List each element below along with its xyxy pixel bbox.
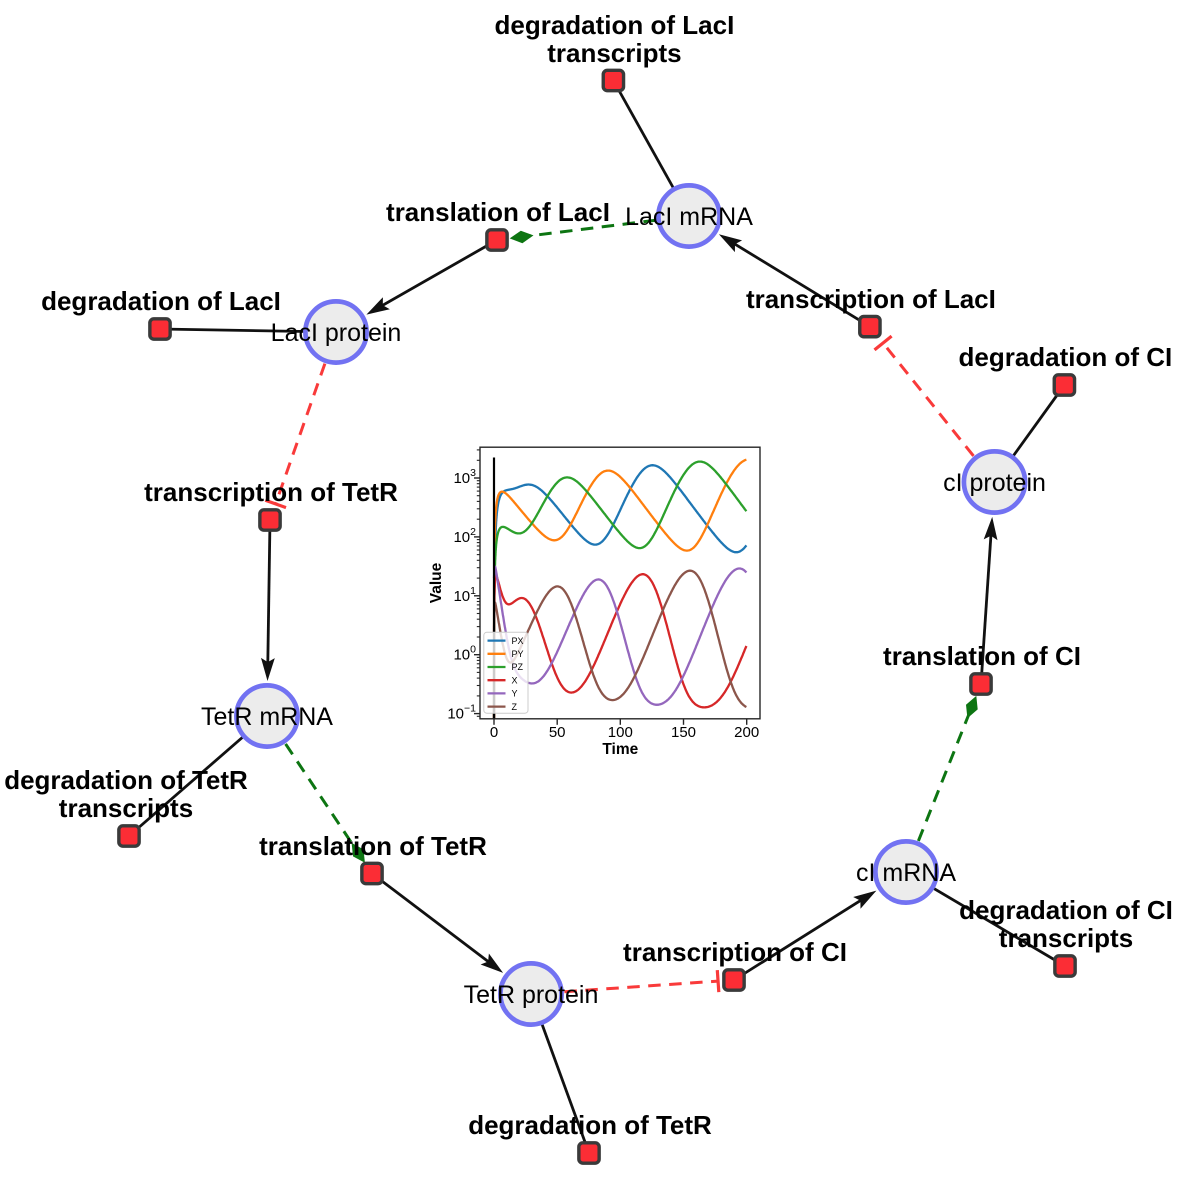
svg-text:translation of TetR: translation of TetR — [259, 831, 487, 861]
svg-text:TetR mRNA: TetR mRNA — [201, 703, 333, 731]
svg-text:Y: Y — [512, 689, 518, 699]
svg-text:PZ: PZ — [512, 662, 524, 672]
svg-text:degradation of LacI: degradation of LacI — [41, 286, 281, 316]
svg-text:degradation of TetR: degradation of TetR — [4, 765, 248, 795]
svg-text:150: 150 — [671, 724, 696, 741]
svg-text:transcripts: transcripts — [999, 923, 1133, 953]
svg-text:transcription of TetR: transcription of TetR — [144, 477, 398, 507]
svg-text:degradation of LacI: degradation of LacI — [494, 10, 734, 40]
svg-text:LacI mRNA: LacI mRNA — [625, 203, 753, 231]
svg-text:PX: PX — [512, 636, 524, 646]
svg-text:Z: Z — [512, 702, 518, 712]
svg-text:TetR protein: TetR protein — [464, 981, 599, 1009]
svg-text:cI protein: cI protein — [943, 469, 1046, 497]
svg-text:transcripts: transcripts — [547, 38, 681, 68]
svg-text:100: 100 — [608, 724, 633, 741]
svg-text:X: X — [512, 675, 518, 685]
svg-text:0: 0 — [490, 724, 498, 741]
svg-text:200: 200 — [734, 724, 759, 741]
svg-text:Value: Value — [428, 562, 445, 603]
svg-text:transcription of LacI: transcription of LacI — [746, 284, 996, 314]
svg-text:translation of LacI: translation of LacI — [386, 197, 610, 227]
svg-text:degradation of TetR: degradation of TetR — [468, 1110, 712, 1140]
svg-text:degradation of CI: degradation of CI — [959, 895, 1173, 925]
svg-text:50: 50 — [549, 724, 566, 741]
svg-text:translation of CI: translation of CI — [883, 641, 1081, 671]
svg-text:degradation of CI: degradation of CI — [959, 342, 1173, 372]
svg-text:transcription of CI: transcription of CI — [623, 937, 847, 967]
svg-text:PY: PY — [512, 649, 524, 659]
svg-text:Time: Time — [602, 741, 638, 758]
svg-text:transcripts: transcripts — [59, 793, 193, 823]
svg-text:LacI protein: LacI protein — [271, 319, 402, 347]
svg-text:cI mRNA: cI mRNA — [856, 859, 956, 887]
